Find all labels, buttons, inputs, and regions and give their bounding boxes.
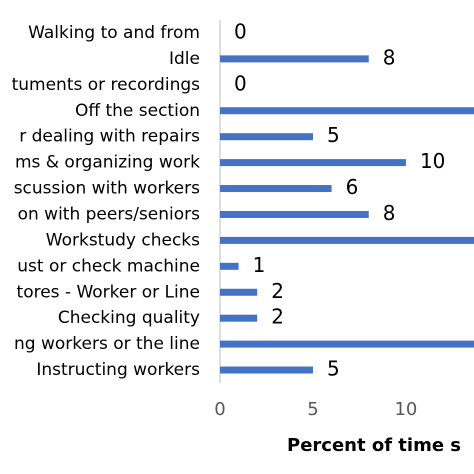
data-label: 5 [327,123,340,147]
y-tick-label: on with peers/seniors [18,204,201,224]
bar [220,262,239,270]
y-tick-label: scussion with workers [14,179,200,199]
data-label: 5 [327,357,340,381]
y-tick-label: Off the section [75,101,200,121]
bar [220,133,313,141]
bar [220,185,332,193]
x-tick-label: 10 [394,399,417,420]
x-tick-label: 0 [214,399,225,420]
y-tick-label: ng workers or the line [14,334,200,354]
y-tick-label: ust or check machine [17,256,200,276]
data-label: 1 [253,253,266,277]
y-tick-label: Idle [169,49,200,69]
data-label: 2 [271,305,284,329]
y-tick-label: Walking to and from [28,23,200,43]
bar [220,236,474,244]
y-tick-label: Checking quality [58,308,200,328]
bar [220,314,258,322]
bar [220,55,369,63]
data-label: 0 [234,19,247,43]
y-tick-label: Workstudy checks [46,230,200,250]
bar [220,366,313,374]
bar [220,159,406,167]
y-tick-label: r dealing with repairs [19,127,200,147]
bar [220,340,474,348]
bar [220,210,369,218]
bar [220,288,258,296]
data-label: 6 [346,175,359,199]
y-tick-label: tuments or recordings [12,75,201,95]
y-tick-label: ms & organizing work [15,153,200,173]
data-label: 10 [420,149,445,173]
x-axis-label: Percent of time s [287,435,461,456]
data-label: 0 [234,71,247,95]
x-tick-label: 5 [307,399,318,420]
data-label: 8 [383,45,396,69]
bar [220,107,474,115]
y-tick-label: Instructing workers [36,360,200,380]
y-tick-label: tores - Worker or Line [17,282,200,302]
data-label: 2 [271,279,284,303]
data-label: 8 [383,201,396,225]
